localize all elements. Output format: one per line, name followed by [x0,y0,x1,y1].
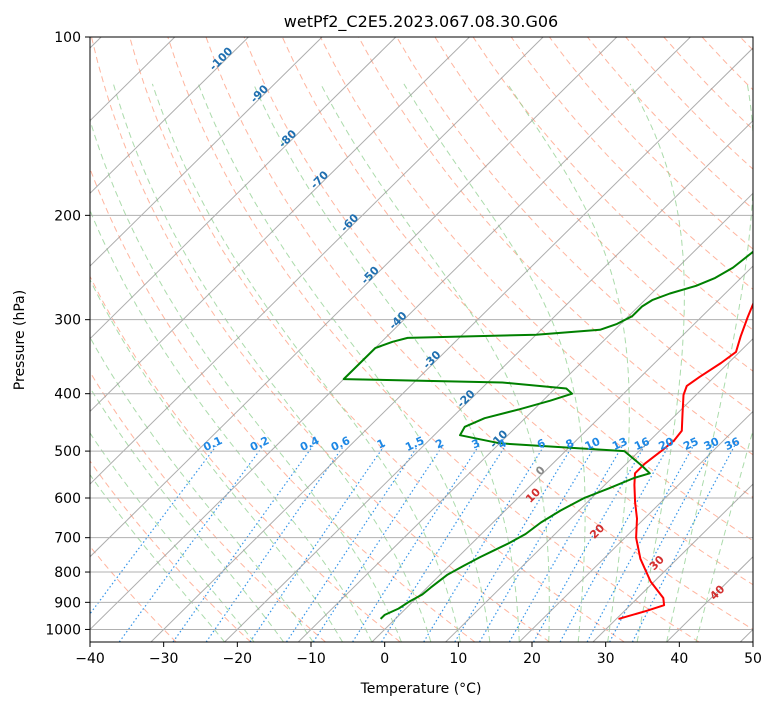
y-tick-label: 800 [54,565,81,581]
x-tick-label: −30 [149,651,179,667]
dry-adiabat [167,37,700,642]
isotherm [445,338,753,642]
x-axis-ticks: −40 −30 −20 −10 0 10 20 30 40 50 [75,642,762,667]
dry-adiabat [91,37,550,642]
moist-adiabat [253,83,520,642]
chart-title: wetPf2_C2E5.2023.067.08.30.G06 [284,12,558,32]
mixing-ratio-line [90,445,217,615]
temperature-profile [618,301,753,620]
background-lines [90,37,753,642]
dry-adiabat [90,167,476,642]
moist-adiabat [90,473,225,642]
mixing-ratio-line [533,445,646,642]
dry-adiabat [396,37,753,414]
moist-adiabat [320,83,550,642]
x-tick-label: 0 [380,651,389,667]
dry-adiabat [358,37,753,456]
y-tick-label: 300 [54,313,81,329]
isotherm [224,119,753,642]
y-tick-label: 1000 [45,622,81,638]
mixing-ratio-line [285,445,419,642]
y-tick-label: 100 [54,30,81,46]
mixing-ratio-line [631,445,736,642]
isotherm [371,265,753,642]
mixing-ratio-line [205,445,345,642]
mixing-ratio-line [478,445,596,642]
moist-adiabat [695,428,753,642]
x-axis-title: Temperature (°C) [360,681,482,697]
isotherm [90,37,691,631]
x-tick-label: −20 [223,651,253,667]
isotherm [150,47,753,642]
mixing-ratio-label: 16 [632,435,652,453]
moist-adiabat [90,432,255,642]
moist-adiabat [197,83,491,642]
dry-adiabat [205,37,753,630]
x-tick-label: 20 [523,651,541,667]
isotherm [90,37,618,558]
y-axis-ticks: 100 200 300 400 500 600 700 800 900 1000 [45,30,90,638]
profile-lines [342,250,753,620]
plot-frame [89,36,754,643]
isotherm [90,37,544,485]
x-tick-label: 50 [744,651,762,667]
x-tick-label: 10 [449,651,467,667]
y-tick-label: 400 [54,387,81,403]
mixing-ratio-line [352,445,480,642]
mixing-ratio-label: 25 [681,435,700,453]
moist-adiabat [112,83,432,642]
mixing-ratio-label: 30 [702,435,722,453]
x-tick-label: −40 [75,651,105,667]
y-tick-label: 900 [54,595,81,611]
isotherm [592,483,753,642]
dry-adiabat [90,371,326,642]
mixing-ratio-line [454,445,574,642]
dry-adiabat [434,37,753,372]
isotherm [90,37,323,267]
dewpoint-profile [342,250,753,620]
mixing-ratio-line [312,445,444,642]
y-tick-label: 700 [54,531,81,547]
mixing-ratio-label: 36 [723,435,743,453]
moist-adiabat [666,83,753,642]
dry-adiabat [319,37,753,498]
isobar-gridlines [90,37,753,630]
isotherm [518,410,753,642]
moist-adiabat [403,83,586,642]
mixing-ratio-label: 13 [610,435,629,453]
moist-adiabat [90,278,343,642]
moist-adiabat [629,83,685,642]
x-tick-label: −10 [296,651,326,667]
mixing-ratio-line [249,445,385,642]
y-tick-label: 600 [54,491,81,507]
mixing-ratio-label: 10 [583,435,603,453]
isotherm [90,37,397,340]
dry-adiabat [129,37,625,642]
x-tick-label: 30 [597,651,615,667]
moist-adiabat [90,336,314,642]
moist-adiabat [507,83,630,642]
isotherm [90,37,249,195]
isotherm [90,37,470,413]
moist-adiabat [90,118,402,642]
y-tick-label: 200 [54,208,81,224]
dry-adiabat [90,460,252,642]
dry-adiabat [472,37,753,331]
mixing-ratio-line [172,445,314,642]
mixing-ratio-line [559,445,670,642]
y-tick-label: 500 [54,444,81,460]
moist-adiabat [151,83,461,642]
isotherm [297,192,753,642]
dry-adiabat [90,275,401,642]
mixing-ratio-label: 20 [657,435,677,453]
x-tick-label: 40 [670,651,688,667]
y-axis-title: Pressure (hPa) [12,290,28,390]
moist-adiabat [90,386,284,642]
